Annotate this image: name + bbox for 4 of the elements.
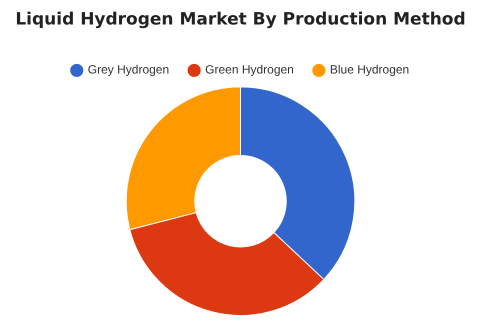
legend-label: Grey Hydrogen [88,62,170,77]
legend-label: Blue Hydrogen [330,62,410,77]
chart-title: Liquid Hydrogen Market By Production Method [15,10,466,30]
legend-label: Green Hydrogen [205,62,294,77]
